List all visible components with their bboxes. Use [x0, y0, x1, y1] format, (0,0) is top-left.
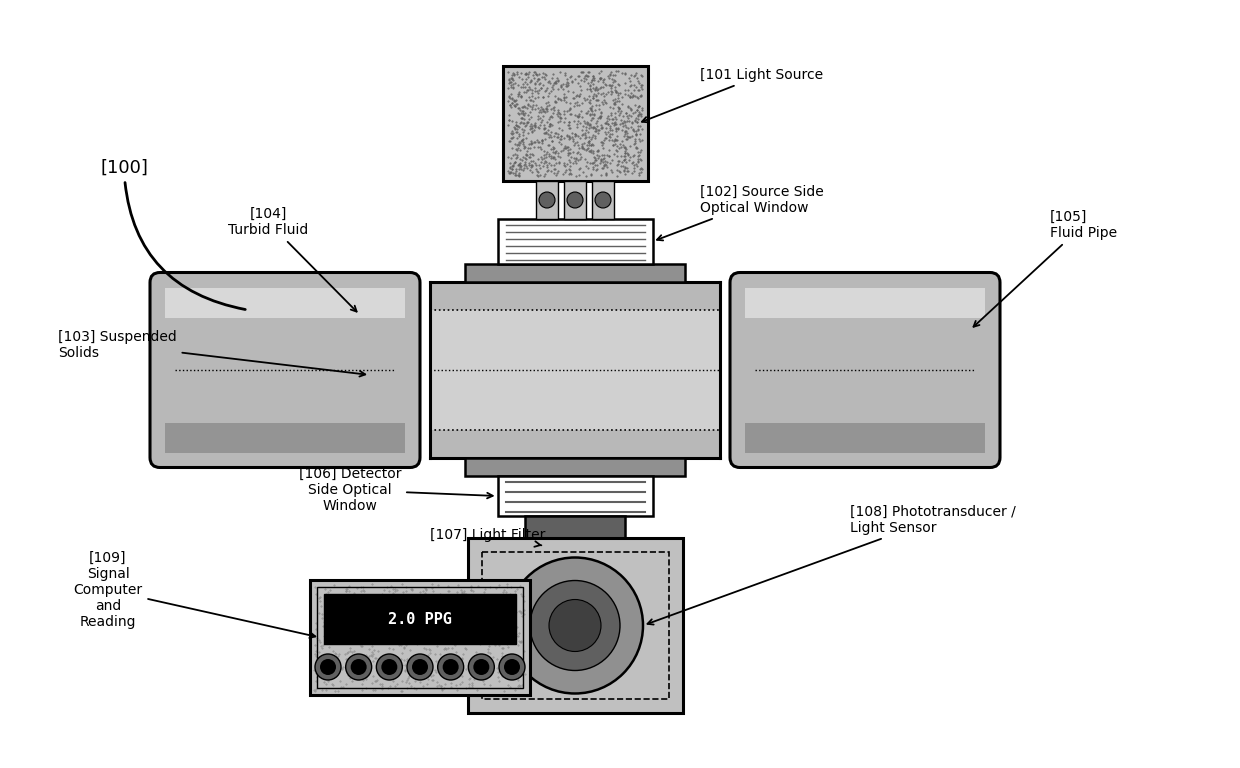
Circle shape: [346, 654, 372, 680]
Bar: [497, 476, 652, 516]
Text: [106] Detector
Side Optical
Window: [106] Detector Side Optical Window: [299, 467, 492, 513]
Bar: [525, 516, 625, 538]
Bar: [465, 458, 684, 476]
Bar: [165, 287, 405, 317]
Text: [102] Source Side
Optical Window: [102] Source Side Optical Window: [657, 185, 823, 240]
FancyBboxPatch shape: [150, 273, 420, 468]
Bar: [481, 552, 668, 699]
Circle shape: [549, 600, 601, 651]
FancyBboxPatch shape: [730, 273, 999, 468]
Circle shape: [474, 659, 490, 675]
Bar: [165, 422, 405, 452]
Circle shape: [567, 192, 583, 208]
Circle shape: [412, 659, 428, 675]
Circle shape: [539, 192, 556, 208]
Circle shape: [469, 654, 495, 680]
Circle shape: [498, 654, 525, 680]
Circle shape: [376, 654, 402, 680]
Bar: [430, 310, 720, 430]
Text: [100]: [100]: [100, 159, 246, 310]
Text: [103] Suspended
Solids: [103] Suspended Solids: [58, 330, 366, 376]
Text: [101 Light Source: [101 Light Source: [642, 68, 823, 122]
Circle shape: [315, 654, 341, 680]
Circle shape: [320, 659, 336, 675]
Bar: [465, 264, 684, 282]
Circle shape: [507, 558, 644, 694]
Circle shape: [443, 659, 459, 675]
Bar: [536, 181, 558, 219]
Bar: [497, 219, 652, 264]
Bar: [745, 287, 985, 317]
Circle shape: [382, 659, 397, 675]
Text: 2.0 PPG: 2.0 PPG: [388, 611, 451, 627]
Text: [107] Light Filter: [107] Light Filter: [430, 528, 546, 547]
Circle shape: [503, 659, 520, 675]
Circle shape: [407, 654, 433, 680]
Text: [109]
Signal
Computer
and
Reading: [109] Signal Computer and Reading: [73, 551, 315, 638]
Bar: [745, 422, 985, 452]
Circle shape: [438, 654, 464, 680]
Text: [104]
Turbid Fluid: [104] Turbid Fluid: [228, 207, 357, 312]
Text: [105]
Fluid Pipe: [105] Fluid Pipe: [973, 210, 1117, 326]
Circle shape: [351, 659, 367, 675]
Bar: [310, 580, 529, 695]
Bar: [502, 66, 647, 181]
Bar: [317, 587, 523, 688]
Bar: [467, 538, 682, 713]
Bar: [430, 282, 720, 458]
Circle shape: [529, 581, 620, 670]
Circle shape: [595, 192, 611, 208]
Bar: [564, 181, 587, 219]
Text: [108] Phototransducer /
Light Sensor: [108] Phototransducer / Light Sensor: [647, 505, 1016, 624]
Bar: [591, 181, 614, 219]
Bar: [324, 594, 516, 644]
